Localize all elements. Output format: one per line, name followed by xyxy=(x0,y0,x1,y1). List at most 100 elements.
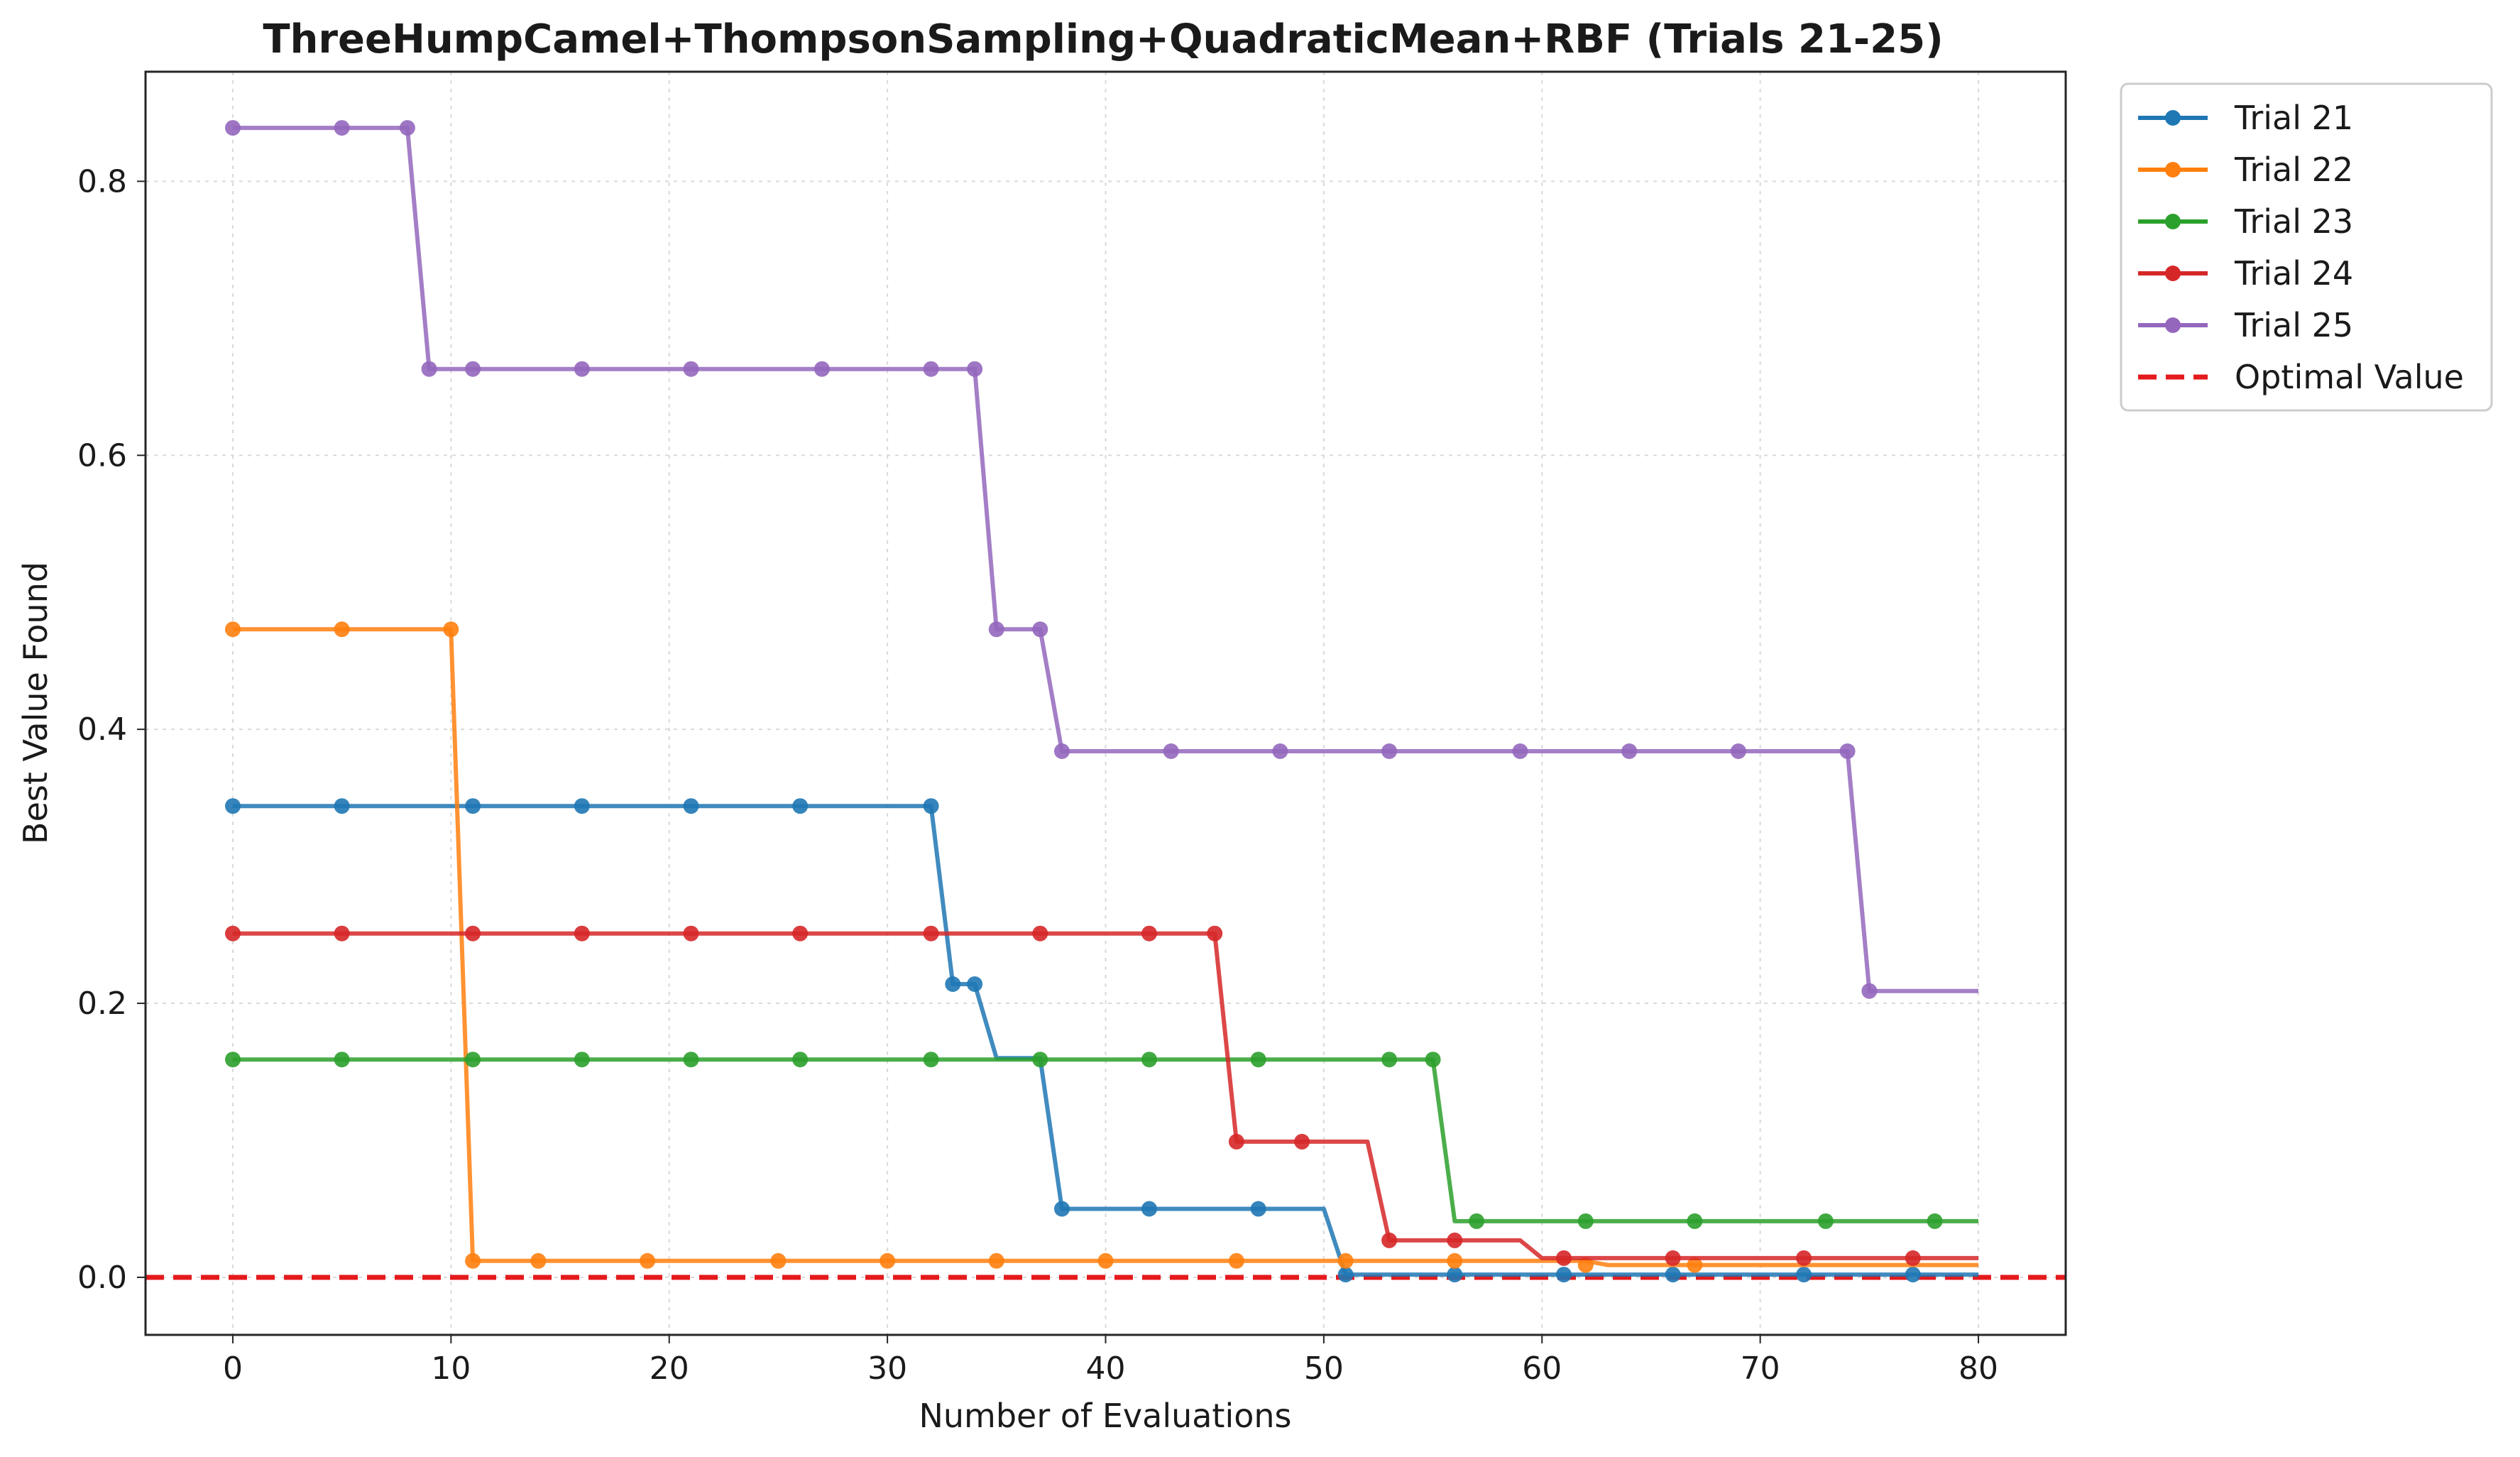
x-tick-label: 20 xyxy=(650,1350,689,1387)
series-marker xyxy=(792,1052,809,1068)
series-4 xyxy=(225,925,1978,1266)
series-marker xyxy=(1665,1250,1681,1266)
series-marker xyxy=(334,798,350,814)
x-tick-label: 50 xyxy=(1304,1350,1344,1387)
series-marker xyxy=(1512,743,1528,759)
x-tick-label: 40 xyxy=(1086,1350,1126,1387)
series-marker xyxy=(1228,1253,1244,1269)
legend-box xyxy=(2120,82,2493,412)
y-axis-ticks: 0.0 0.2 0.4 0.6 0.8 xyxy=(77,163,146,1296)
y-tick-label: 0.8 xyxy=(77,163,127,200)
grid xyxy=(146,72,2066,1335)
series-marker xyxy=(574,1052,590,1068)
series-marker xyxy=(1381,743,1398,759)
series-marker xyxy=(1796,1267,1812,1283)
series-marker xyxy=(1577,1257,1594,1273)
series-marker xyxy=(683,1052,699,1068)
x-axis-ticks: 0 10 20 30 40 50 60 70 80 xyxy=(223,1335,1998,1387)
series-marker xyxy=(334,925,350,942)
series-marker xyxy=(1228,1133,1244,1150)
series-marker xyxy=(1054,1201,1070,1217)
series-marker xyxy=(1469,1213,1485,1229)
series-marker xyxy=(1730,743,1746,759)
series-marker xyxy=(1425,1052,1441,1068)
y-tick-label: 0.2 xyxy=(77,986,127,1022)
series-marker xyxy=(1447,1232,1463,1248)
series-3 xyxy=(225,1052,1978,1229)
x-tick-label: 30 xyxy=(867,1350,907,1387)
y-tick-label: 0.0 xyxy=(77,1260,127,1296)
x-tick-label: 70 xyxy=(1741,1350,1780,1387)
series-marker xyxy=(1207,925,1223,942)
series-marker xyxy=(1337,1267,1354,1283)
legend-item: Trial 22 xyxy=(2138,151,2353,189)
series-marker xyxy=(465,1253,481,1269)
series-marker xyxy=(465,1052,481,1068)
chart-title: ThreeHumpCamel+ThompsonSampling+Quadrati… xyxy=(263,16,1943,62)
series-marker xyxy=(1839,743,1856,759)
series-marker xyxy=(1294,1133,1310,1150)
legend-item: Trial 24 xyxy=(2138,254,2353,293)
series-group xyxy=(225,120,1978,1283)
series-marker xyxy=(1621,743,1638,759)
series-marker xyxy=(1272,743,1288,759)
legend-label: Optimal Value xyxy=(2235,358,2464,396)
series-marker xyxy=(1577,1213,1594,1229)
series-marker xyxy=(334,120,350,136)
series-marker xyxy=(967,361,983,377)
series-marker xyxy=(1381,1232,1398,1248)
legend-item: Optimal Value xyxy=(2138,358,2464,396)
x-axis-label: Number of Evaluations xyxy=(919,1397,1291,1435)
series-marker xyxy=(1817,1213,1834,1229)
legend-item: Trial 25 xyxy=(2138,306,2353,344)
series-marker xyxy=(923,1052,939,1068)
series-marker xyxy=(1032,621,1048,638)
series-marker xyxy=(1250,1052,1266,1068)
series-marker xyxy=(1556,1250,1572,1266)
legend-label: Trial 24 xyxy=(2234,254,2353,293)
x-tick-label: 80 xyxy=(1959,1350,1998,1387)
series-5 xyxy=(225,120,1978,999)
series-marker xyxy=(967,976,983,992)
series-marker xyxy=(1032,925,1048,942)
legend-marker xyxy=(2165,214,2181,229)
x-tick-label: 60 xyxy=(1522,1350,1562,1387)
x-tick-label: 0 xyxy=(223,1350,243,1387)
series-marker xyxy=(334,1052,350,1068)
legend-item: Trial 23 xyxy=(2138,202,2353,241)
series-marker xyxy=(792,925,809,942)
series-marker xyxy=(770,1253,787,1269)
series-marker xyxy=(334,621,350,638)
series-marker xyxy=(465,798,481,814)
series-marker xyxy=(923,361,939,377)
series-marker xyxy=(1032,1052,1048,1068)
series-marker xyxy=(683,798,699,814)
series-marker xyxy=(225,621,241,638)
series-marker xyxy=(945,976,961,992)
series-marker xyxy=(225,1052,241,1068)
series-marker xyxy=(792,798,809,814)
legend-marker xyxy=(2165,110,2181,126)
series-marker xyxy=(1665,1267,1681,1283)
series-marker xyxy=(1796,1250,1812,1266)
series-marker xyxy=(923,798,939,814)
series-marker xyxy=(1905,1267,1921,1283)
series-marker xyxy=(1141,925,1157,942)
series-marker xyxy=(225,120,241,136)
legend-marker xyxy=(2165,162,2181,178)
series-marker xyxy=(1687,1257,1703,1273)
series-marker xyxy=(683,925,699,942)
x-tick-label: 10 xyxy=(431,1350,471,1387)
series-marker xyxy=(574,925,590,942)
series-marker xyxy=(1905,1250,1921,1266)
series-marker xyxy=(640,1253,655,1269)
series-marker xyxy=(465,361,481,377)
series-marker xyxy=(1447,1267,1463,1283)
series-marker xyxy=(880,1253,896,1269)
series-marker xyxy=(225,798,241,814)
series-marker xyxy=(1250,1201,1266,1217)
legend-marker xyxy=(2165,266,2181,281)
legend-label: Trial 21 xyxy=(2234,99,2353,137)
series-marker xyxy=(813,361,830,377)
